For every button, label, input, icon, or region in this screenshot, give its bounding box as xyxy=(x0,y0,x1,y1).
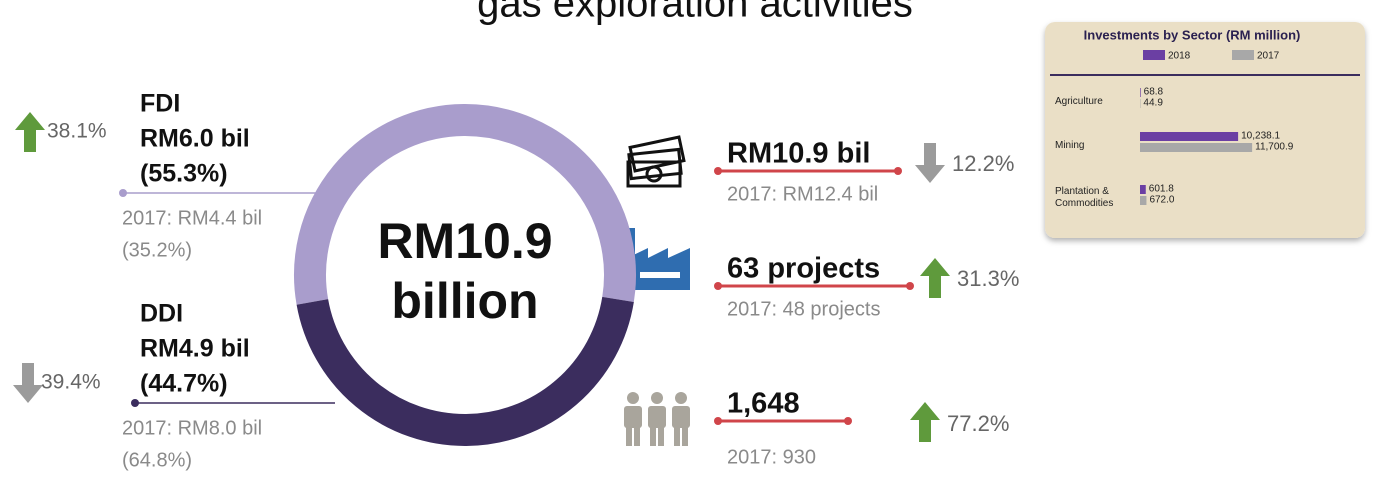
up-arrow xyxy=(920,258,950,298)
segment-prior-share: (64.8%) xyxy=(122,449,192,471)
category-label-box: Plantation & Commodities xyxy=(1055,186,1114,209)
segment-name: DDI xyxy=(140,300,183,328)
bar-value-label: 44.9 xyxy=(1143,98,1163,109)
legend-label: 2017 xyxy=(1257,51,1280,62)
up-arrow xyxy=(15,112,45,152)
stat-dot xyxy=(714,167,722,175)
stat-dot xyxy=(894,167,902,175)
bar-value-label: 672.0 xyxy=(1149,195,1174,206)
segment-share: (44.7%) xyxy=(140,370,228,398)
stat-dot xyxy=(844,417,852,425)
bar xyxy=(1140,88,1141,97)
money-icon xyxy=(626,135,686,188)
segment-name: FDI xyxy=(140,90,180,118)
stat-change: 77.2% xyxy=(947,411,1009,436)
segment-amount: RM6.0 bil xyxy=(140,125,250,153)
bar xyxy=(1140,132,1239,141)
stat-dot xyxy=(714,282,722,290)
bar xyxy=(1140,185,1146,194)
up-arrow xyxy=(910,402,940,442)
category-label: Mining xyxy=(1055,140,1085,151)
bar xyxy=(1140,143,1253,152)
stat-value: 1,648 xyxy=(727,388,800,420)
bar-value-label: 10,238.1 xyxy=(1241,131,1280,142)
segment-change: 39.4% xyxy=(41,371,101,394)
stat-prior: 2017: 48 projects xyxy=(727,298,880,320)
stat-change: 12.2% xyxy=(952,151,1014,176)
stat-prior: 2017: RM12.4 bil xyxy=(727,183,878,205)
donut-segment xyxy=(296,296,634,446)
segment-change: 38.1% xyxy=(47,120,107,143)
category-label-box: Agriculture xyxy=(1055,96,1103,107)
bar xyxy=(1140,196,1147,205)
segment-share: (55.3%) xyxy=(140,160,228,188)
segment-prior: 2017: RM8.0 bil xyxy=(122,417,262,439)
segment-amount: RM4.9 bil xyxy=(140,335,250,363)
category-label: Plantation & Commodities xyxy=(1055,186,1114,209)
donut-center-unit: billion xyxy=(391,273,538,329)
segment-prior: 2017: RM4.4 bil xyxy=(122,207,262,229)
donut-segment xyxy=(294,104,636,305)
factory-icon xyxy=(627,228,690,290)
leader-dot xyxy=(119,189,127,197)
bar-value-label: 11,700.9 xyxy=(1255,142,1294,153)
inset-title: Investments by Sector (RM million) xyxy=(1084,27,1301,42)
people-icon xyxy=(624,392,690,446)
stat-change: 31.3% xyxy=(957,266,1019,291)
down-arrow xyxy=(13,363,43,403)
category-label: Agriculture xyxy=(1055,96,1103,107)
legend-label: 2018 xyxy=(1168,51,1191,62)
leader-dot xyxy=(131,399,139,407)
legend-swatch xyxy=(1232,50,1254,60)
stat-prior: 2017: 930 xyxy=(727,446,816,468)
bar-value-label: 601.8 xyxy=(1149,184,1174,195)
bar-value-label: 68.8 xyxy=(1144,87,1164,98)
down-arrow xyxy=(915,143,945,183)
segment-prior-share: (35.2%) xyxy=(122,239,192,261)
page-title: gas exploration activities xyxy=(477,0,913,26)
legend-swatch xyxy=(1143,50,1165,60)
stat-value: RM10.9 bil xyxy=(727,138,870,170)
stat-value: 63 projects xyxy=(727,253,880,285)
stat-dot xyxy=(714,417,722,425)
stat-dot xyxy=(906,282,914,290)
donut-center-value: RM10.9 xyxy=(377,213,552,269)
category-label-box: Mining xyxy=(1055,140,1085,151)
